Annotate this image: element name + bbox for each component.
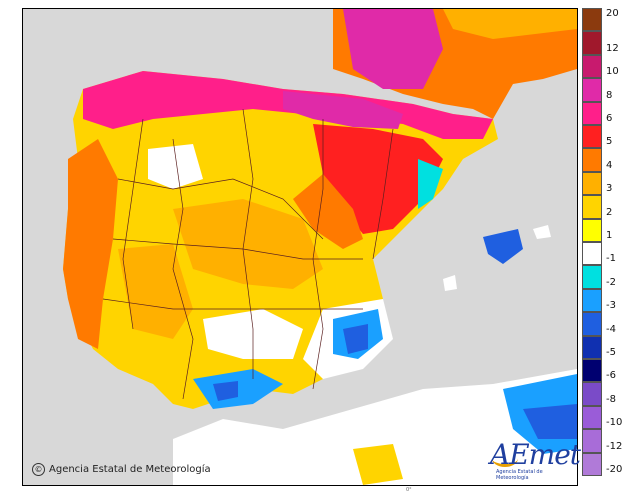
legend-swatch	[582, 405, 602, 430]
legend-label: -2	[606, 276, 616, 288]
legend-label: -4	[606, 323, 616, 335]
france-north	[443, 9, 577, 39]
algeria-cold	[523, 404, 577, 439]
legend-label: -20	[606, 464, 623, 475]
central-plateau	[173, 199, 323, 289]
legend-label: 2	[606, 206, 613, 218]
legend-label: 3	[606, 183, 613, 195]
ebro-hot-zone	[283, 91, 403, 129]
legend-swatch	[582, 452, 602, 476]
aemet-logo: AEmet Agencia Estatal de Meteorología	[490, 438, 581, 481]
legend-swatch	[582, 265, 602, 289]
balearic-menorca	[533, 225, 551, 239]
legend-label: 10	[606, 66, 619, 78]
logo-swoosh	[492, 450, 518, 467]
legend-label: 12	[606, 42, 619, 54]
logo-subtitle: Agencia Estatal de Meteorología	[496, 469, 543, 481]
legend-label: -6	[606, 370, 616, 382]
extremadura-region	[118, 244, 193, 339]
credit-text: Agencia Estatal de Meteorología	[49, 464, 211, 475]
legend-label: -5	[606, 347, 616, 358]
longitude-tick: 0°	[406, 487, 412, 493]
legend-swatch	[582, 218, 602, 242]
copyright-icon: ©	[32, 463, 45, 476]
legend-swatch	[582, 429, 602, 453]
legend-swatch	[582, 8, 602, 32]
legend-swatch	[582, 335, 602, 359]
legend-swatch	[582, 382, 602, 406]
legend-swatch	[582, 78, 602, 102]
legend-swatch	[582, 195, 602, 219]
legend-swatch	[582, 31, 602, 55]
legend-label: 20	[606, 8, 619, 19]
province-borders	[102, 108, 394, 400]
legend-label: -12	[606, 440, 623, 452]
logo-word: AEmet	[490, 438, 581, 471]
murcia-cold	[343, 324, 368, 354]
malaga-cold	[213, 381, 238, 401]
legend-swatch	[582, 148, 602, 172]
legend-swatch	[582, 125, 602, 149]
valencia-coast-cool	[418, 159, 443, 209]
morocco-warm	[353, 444, 403, 485]
legend-swatch	[582, 54, 602, 79]
legend-label: -3	[606, 300, 616, 312]
anomaly-map	[22, 8, 578, 486]
legend-label: -10	[606, 417, 623, 429]
legend-label: 1	[606, 230, 613, 241]
france-hot-region	[343, 9, 443, 89]
africa-land	[173, 369, 577, 485]
legend-label: 5	[606, 136, 613, 148]
legend-label: -8	[606, 393, 616, 405]
legend-swatch	[582, 312, 602, 336]
legend-swatch	[582, 242, 602, 266]
legend-swatch	[582, 171, 602, 196]
legend-label: -1	[606, 253, 616, 265]
iberian-system	[293, 174, 363, 249]
legend-swatch	[582, 359, 602, 383]
copyright-credit: © Agencia Estatal de Meteorología	[32, 463, 211, 476]
balearic-ibiza	[443, 275, 457, 291]
portugal-region	[63, 139, 118, 349]
legend-swatch	[582, 101, 602, 125]
map-canvas	[23, 9, 577, 485]
legend-label: 6	[606, 113, 613, 124]
legend-swatch	[582, 288, 602, 313]
legend-label: 8	[606, 89, 613, 101]
legend-label: 4	[606, 159, 613, 171]
neutral-north-plateau	[148, 144, 203, 189]
balearic-mallorca	[483, 229, 523, 264]
